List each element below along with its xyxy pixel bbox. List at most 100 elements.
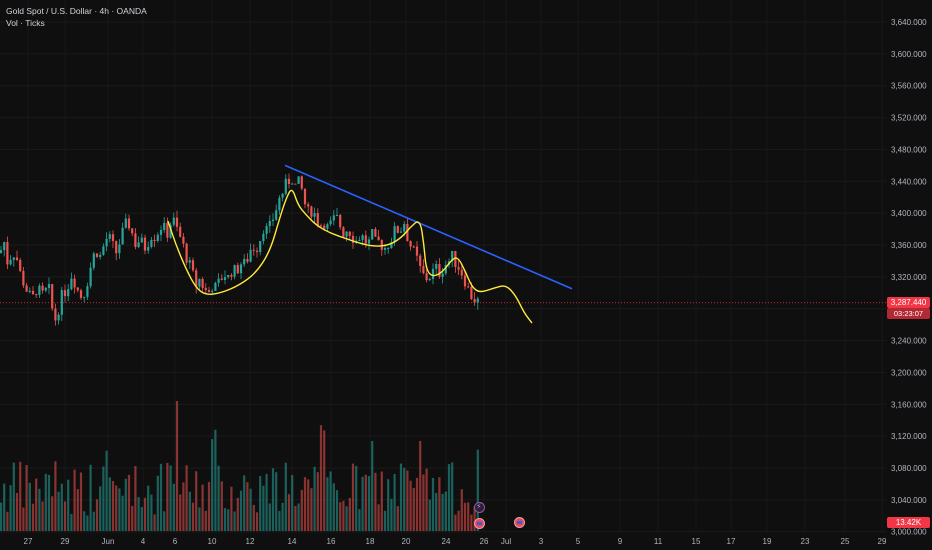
volume-bar bbox=[380, 471, 383, 531]
volume-bar bbox=[403, 467, 406, 531]
volume-bar bbox=[198, 507, 201, 531]
volume-bar bbox=[169, 465, 172, 531]
time-axis[interactable]: 27 29 Jun 4 6 10 12 14 16 18 20 24 26 Jul 3 5 9 11 15 17 19 2… bbox=[24, 537, 887, 546]
candle-body bbox=[60, 290, 63, 315]
volume-bar bbox=[307, 479, 310, 531]
candle-body bbox=[396, 226, 399, 233]
candles bbox=[0, 173, 479, 326]
volume-bar bbox=[223, 508, 227, 531]
candle-body bbox=[41, 285, 44, 291]
volume-bar bbox=[201, 484, 204, 531]
candle-body bbox=[54, 308, 57, 321]
candle-body bbox=[406, 224, 409, 242]
price-axis[interactable]: 3,640.000 3,600.000 3,560.000 3,520.000 3,48… bbox=[891, 18, 927, 537]
candle-body bbox=[470, 286, 473, 300]
price-axis-label: 3,160.000 bbox=[891, 400, 927, 409]
candle-body bbox=[425, 273, 428, 281]
volume-bar bbox=[211, 439, 214, 531]
volume-bar bbox=[54, 461, 57, 531]
symbol-title[interactable]: Gold Spot / U.S. Dollar · 4h · OANDA bbox=[6, 6, 147, 16]
volume-bar bbox=[262, 485, 265, 531]
candle-body bbox=[211, 290, 214, 293]
volume-bar bbox=[207, 481, 211, 531]
volume-bar bbox=[422, 474, 425, 531]
candle-body bbox=[28, 290, 31, 292]
candle-body bbox=[351, 235, 355, 243]
candle-body bbox=[358, 239, 361, 241]
volume-bar bbox=[86, 515, 89, 531]
volume-bar bbox=[25, 465, 28, 531]
volume-bar bbox=[35, 478, 38, 531]
candle-body bbox=[441, 273, 444, 277]
candle-body bbox=[111, 234, 115, 242]
volume-indicator-title[interactable]: Vol · Ticks bbox=[6, 18, 45, 28]
candle-body bbox=[9, 259, 12, 265]
volume-bar bbox=[284, 462, 287, 531]
flag-icon[interactable] bbox=[514, 517, 525, 528]
volume-bar bbox=[118, 488, 121, 531]
volume-bar bbox=[111, 481, 115, 531]
volume-bar bbox=[99, 486, 102, 531]
candle-body bbox=[137, 242, 140, 248]
candle-body bbox=[115, 241, 118, 254]
volume-bar bbox=[390, 498, 393, 531]
volume-bar bbox=[195, 471, 198, 531]
price-axis-label: 3,040.000 bbox=[891, 496, 927, 505]
volume-bar bbox=[313, 466, 316, 531]
current-price-tag: 3,287.440 bbox=[887, 296, 930, 308]
volume-bar bbox=[57, 491, 60, 531]
candle-body bbox=[108, 234, 111, 239]
candle-body bbox=[163, 222, 166, 230]
flash-icon[interactable] bbox=[474, 502, 485, 513]
candle-body bbox=[323, 225, 326, 229]
volume-bar bbox=[329, 471, 332, 531]
candle-body bbox=[179, 226, 182, 237]
volume-bar bbox=[124, 478, 127, 531]
candle-body bbox=[73, 278, 76, 288]
candle-body bbox=[393, 226, 396, 243]
volume-bar bbox=[47, 474, 51, 531]
candle-body bbox=[275, 210, 278, 220]
volume-bar bbox=[291, 474, 294, 531]
projection-curve[interactable] bbox=[167, 189, 533, 324]
candle-body bbox=[127, 218, 131, 229]
volume-bar bbox=[419, 440, 422, 531]
volume-bar bbox=[156, 475, 159, 531]
price-axis-label: 3,480.000 bbox=[891, 145, 927, 154]
candle-body bbox=[367, 239, 371, 244]
candle-body bbox=[105, 238, 108, 247]
candle-body bbox=[223, 277, 227, 280]
time-axis-label: 17 bbox=[727, 537, 736, 546]
candle-body bbox=[67, 289, 70, 297]
candle-body bbox=[57, 314, 60, 321]
time-axis-label: 19 bbox=[763, 537, 772, 546]
candle-body bbox=[118, 244, 121, 254]
volume-bar bbox=[115, 485, 118, 531]
candle-body bbox=[175, 217, 179, 227]
candle-body bbox=[124, 218, 127, 228]
volume-bar bbox=[31, 503, 35, 531]
price-axis-label: 3,320.000 bbox=[891, 273, 927, 282]
volume-bar bbox=[134, 466, 137, 531]
time-axis-label: 29 bbox=[61, 537, 70, 546]
candle-body bbox=[134, 233, 137, 248]
trendline[interactable] bbox=[284, 164, 573, 290]
candle-body bbox=[95, 253, 99, 257]
candle-body bbox=[332, 215, 335, 221]
volume-bar bbox=[179, 494, 182, 531]
candle-body bbox=[252, 249, 255, 251]
volume-bar bbox=[454, 514, 457, 531]
candle-body bbox=[335, 214, 339, 216]
candle-body bbox=[460, 269, 463, 276]
volume-bar bbox=[44, 473, 47, 531]
candle-body bbox=[191, 260, 195, 271]
volume-bar bbox=[367, 476, 371, 531]
candle-body bbox=[319, 225, 323, 227]
volume-bar bbox=[438, 477, 441, 531]
volume-bar bbox=[166, 462, 169, 531]
flag-icon[interactable] bbox=[474, 518, 485, 529]
volume-bar bbox=[297, 503, 300, 531]
time-axis-label: 23 bbox=[801, 537, 810, 546]
volume-bar bbox=[131, 505, 134, 531]
